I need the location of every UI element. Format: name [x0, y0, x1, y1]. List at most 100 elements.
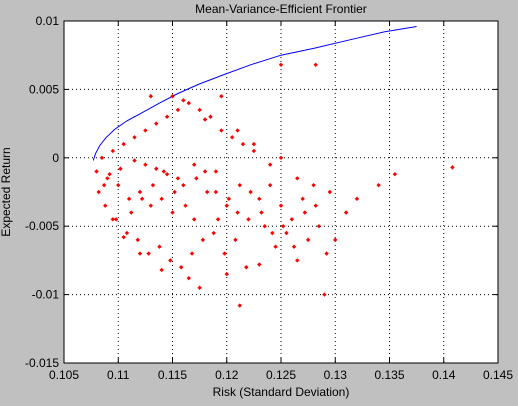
x-tick-label: 0.125 — [266, 368, 296, 382]
portfolio-point — [280, 224, 286, 229]
portfolio-point — [103, 203, 108, 208]
x-tick-label: 0.14 — [432, 368, 456, 382]
portfolio-point — [170, 210, 175, 215]
portfolio-point — [189, 251, 195, 256]
ticks: 0.105 0.11 0.115 0.12 0.125 0.13 0.135 0.14 0.14… — [25, 14, 513, 382]
portfolio-point — [343, 210, 349, 215]
portfolio-point — [181, 98, 186, 103]
y-tick-label: -0.01 — [32, 288, 60, 302]
portfolio-point — [121, 234, 126, 240]
portfolio-point — [186, 100, 191, 106]
portfolio-point — [105, 176, 110, 181]
portfolio-point — [257, 196, 262, 202]
portfolio-point — [172, 189, 177, 195]
portfolio-point — [101, 182, 107, 188]
portfolio-point — [295, 176, 300, 181]
portfolio-point — [150, 182, 156, 188]
portfolio-point — [215, 217, 221, 222]
portfolio-point — [192, 217, 197, 222]
portfolio-point — [194, 176, 199, 181]
portfolio-point — [146, 251, 151, 256]
portfolio-point — [202, 117, 208, 122]
portfolio-point — [205, 189, 210, 195]
portfolio-point — [316, 224, 322, 229]
y-tick-label: -0.005 — [25, 219, 59, 233]
portfolio-point — [278, 155, 284, 160]
portfolio-point — [148, 94, 153, 99]
portfolio-point — [197, 285, 202, 290]
portfolio-point — [291, 244, 297, 249]
portfolio-point — [289, 217, 295, 222]
portfolio-point — [107, 172, 112, 177]
portfolio-point — [376, 182, 381, 188]
portfolio-point — [211, 230, 216, 236]
portfolio-point — [121, 141, 126, 147]
portfolio-point — [157, 244, 162, 249]
portfolio-point — [224, 203, 229, 208]
portfolio-point — [186, 275, 191, 281]
portfolio-point — [94, 169, 99, 174]
portfolio-point — [322, 292, 327, 297]
portfolio-point — [246, 217, 251, 222]
portfolio-point — [181, 182, 186, 188]
y-tick-label: -0.015 — [25, 356, 59, 370]
portfolio-point — [159, 267, 164, 273]
frontier-line — [92, 26, 417, 161]
portfolio-point — [170, 94, 175, 99]
portfolio-point — [132, 158, 137, 163]
x-tick-label: 0.105 — [49, 368, 79, 382]
plot-area — [64, 21, 498, 363]
portfolio-point — [235, 210, 240, 215]
portfolio-point — [233, 237, 238, 243]
portfolio-point — [154, 166, 159, 171]
portfolio-point — [154, 121, 159, 126]
portfolio-point — [278, 62, 284, 67]
x-axis-label: Risk (Standard Deviation) — [213, 385, 350, 399]
x-tick-label: 0.145 — [483, 368, 513, 382]
x-tick-label: 0.13 — [324, 368, 348, 382]
y-tick-label: 0 — [52, 151, 59, 165]
portfolio-point — [257, 262, 262, 267]
y-axis-label: Expected Return — [0, 147, 13, 236]
portfolio-point — [313, 203, 318, 208]
portfolio-point — [267, 162, 273, 167]
portfolio-point — [183, 203, 188, 208]
x-tick-label: 0.135 — [374, 368, 404, 382]
portfolio-point — [273, 244, 278, 249]
portfolio-point — [175, 176, 181, 181]
portfolio-point — [175, 107, 181, 113]
portfolio-point — [248, 189, 253, 195]
portfolio-point — [202, 169, 208, 174]
portfolio-point — [300, 196, 305, 202]
portfolio-point — [96, 189, 101, 195]
portfolio-point — [324, 251, 329, 256]
portfolio-point — [137, 189, 143, 195]
x-tick-label: 0.12 — [215, 368, 239, 382]
portfolio-point — [126, 196, 132, 202]
portfolio-point — [159, 196, 164, 202]
x-tick-label: 0.115 — [158, 368, 187, 382]
portfolio-point — [132, 135, 137, 140]
portfolio-point — [164, 114, 170, 119]
portfolio-point — [124, 230, 130, 236]
portfolio-point — [251, 148, 257, 154]
y-tick-label: 0.005 — [29, 82, 59, 96]
portfolio-point — [110, 148, 116, 154]
portfolio-point — [295, 258, 300, 263]
portfolio-point — [235, 128, 240, 133]
portfolio-point — [244, 265, 249, 270]
portfolio-point — [164, 172, 170, 177]
portfolio-point — [259, 210, 264, 215]
portfolio-point — [116, 182, 121, 188]
portfolio-point — [113, 217, 119, 222]
x-tick-label: 0.11 — [107, 368, 130, 382]
portfolio-point — [99, 155, 105, 160]
portfolio-point — [251, 141, 257, 147]
portfolio-point — [118, 166, 123, 171]
portfolio-point — [213, 169, 219, 174]
portfolio-point — [450, 165, 455, 170]
portfolio-point — [213, 189, 219, 195]
portfolio-point — [219, 128, 224, 133]
